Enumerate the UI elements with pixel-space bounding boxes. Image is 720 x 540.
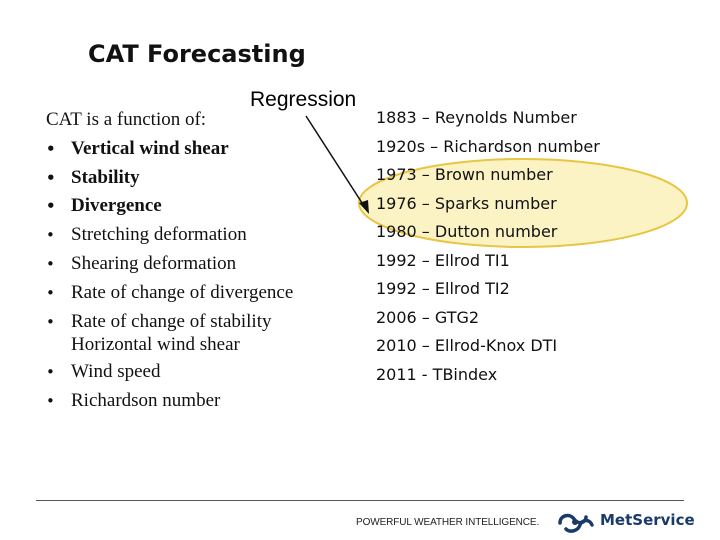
factor-list: Vertical wind shear Stability Divergence… (46, 135, 346, 337)
list-item: Stability (46, 164, 346, 193)
list-item: Vertical wind shear (46, 135, 346, 164)
page-title: CAT Forecasting (88, 40, 306, 68)
brand-logo-text: MetService (600, 511, 695, 529)
timeline-item: 2011 - TBindex (376, 364, 498, 384)
timeline-item: 1980 – Dutton number (376, 222, 558, 241)
index-timeline: 1883 – Reynolds Number 1920s – Richardso… (376, 104, 600, 389)
list-item: Divergence (46, 192, 346, 221)
list-item: Rate of change of divergence (46, 279, 346, 308)
cat-factors: CAT is a function of: Vertical wind shea… (46, 106, 346, 416)
timeline-item: 1883 – Reynolds Number (376, 108, 577, 127)
cat-intro: CAT is a function of: (46, 109, 207, 130)
list-item: Shearing deformation (46, 250, 346, 279)
list-item: Stretching deformation (46, 221, 346, 250)
footer-tagline: POWERFUL WEATHER INTELLIGENCE. (356, 517, 540, 528)
timeline-item: 1992 – Ellrod TI1 (376, 250, 510, 270)
list-item: Richardson number (46, 387, 346, 416)
regression-arrow-head (359, 200, 369, 214)
timeline-item: 1920s – Richardson number (376, 136, 600, 156)
timeline-item: 1992 – Ellrod TI2 (376, 279, 510, 298)
timeline-item: 2010 – Ellrod-Knox DTI (376, 336, 558, 355)
factor-list-continued: Wind speed Richardson number (46, 358, 346, 416)
footer-divider (36, 500, 684, 501)
list-sub-item: Horizontal wind shear (71, 334, 240, 356)
list-item: Wind speed (46, 358, 346, 387)
metservice-logo-icon (558, 513, 594, 533)
timeline-item: 1973 – Brown number (376, 165, 553, 184)
regression-label: Regression (250, 88, 357, 111)
timeline-item: 1976 – Sparks number (376, 193, 557, 213)
list-item: Rate of change of stability (46, 308, 346, 337)
timeline-item: 2006 – GTG2 (376, 307, 480, 327)
